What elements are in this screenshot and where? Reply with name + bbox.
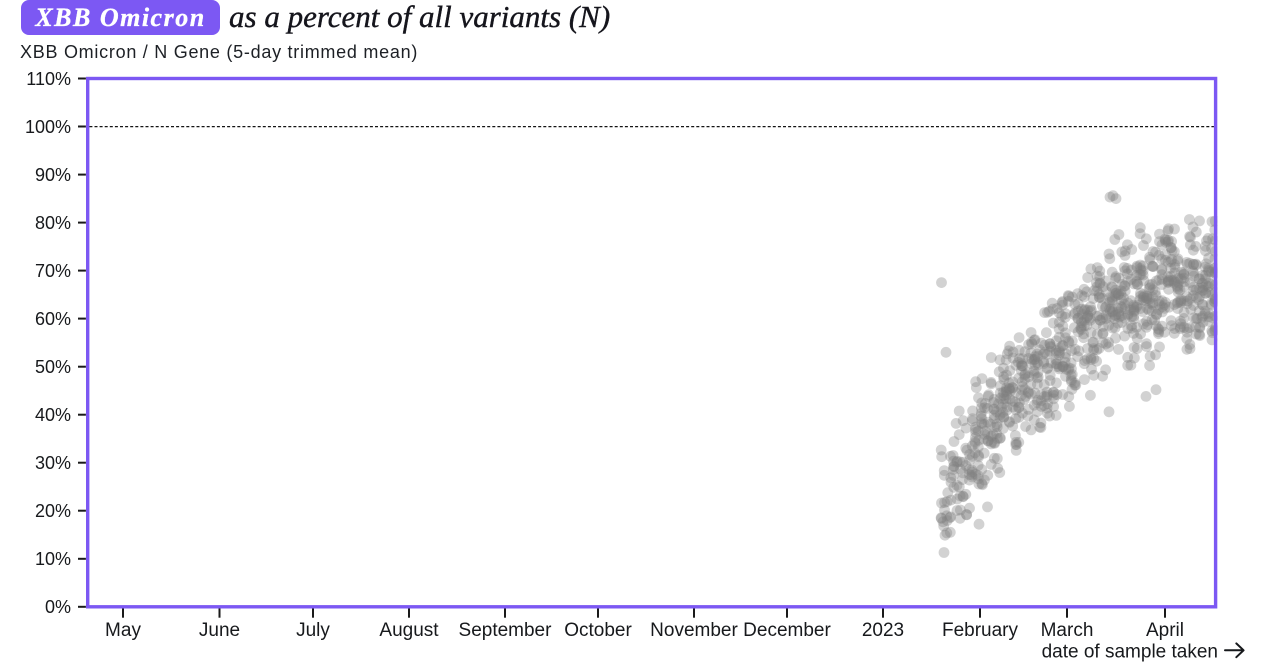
svg-text:November: November [650, 620, 738, 641]
svg-text:20%: 20% [35, 501, 71, 521]
svg-text:March: March [1041, 620, 1094, 641]
svg-text:50%: 50% [35, 357, 71, 377]
svg-text:date of sample taken: date of sample taken [1042, 642, 1218, 663]
svg-text:December: December [743, 620, 831, 641]
svg-text:90%: 90% [35, 165, 71, 185]
svg-text:80%: 80% [35, 213, 71, 233]
svg-text:October: October [564, 620, 632, 641]
svg-text:110%: 110% [26, 69, 71, 89]
svg-text:100%: 100% [25, 117, 71, 137]
svg-text:60%: 60% [35, 309, 71, 329]
svg-text:70%: 70% [35, 261, 71, 281]
svg-text:February: February [942, 620, 1019, 641]
svg-text:30%: 30% [35, 453, 71, 473]
svg-text:September: September [459, 620, 553, 641]
svg-text:June: June [199, 620, 240, 641]
svg-text:2023: 2023 [862, 620, 904, 641]
svg-text:May: May [105, 620, 141, 641]
svg-text:April: April [1146, 620, 1184, 641]
svg-text:August: August [379, 620, 439, 641]
svg-text:10%: 10% [35, 549, 71, 569]
svg-text:0%: 0% [45, 597, 71, 617]
svg-text:July: July [296, 620, 330, 641]
svg-text:40%: 40% [35, 405, 71, 425]
